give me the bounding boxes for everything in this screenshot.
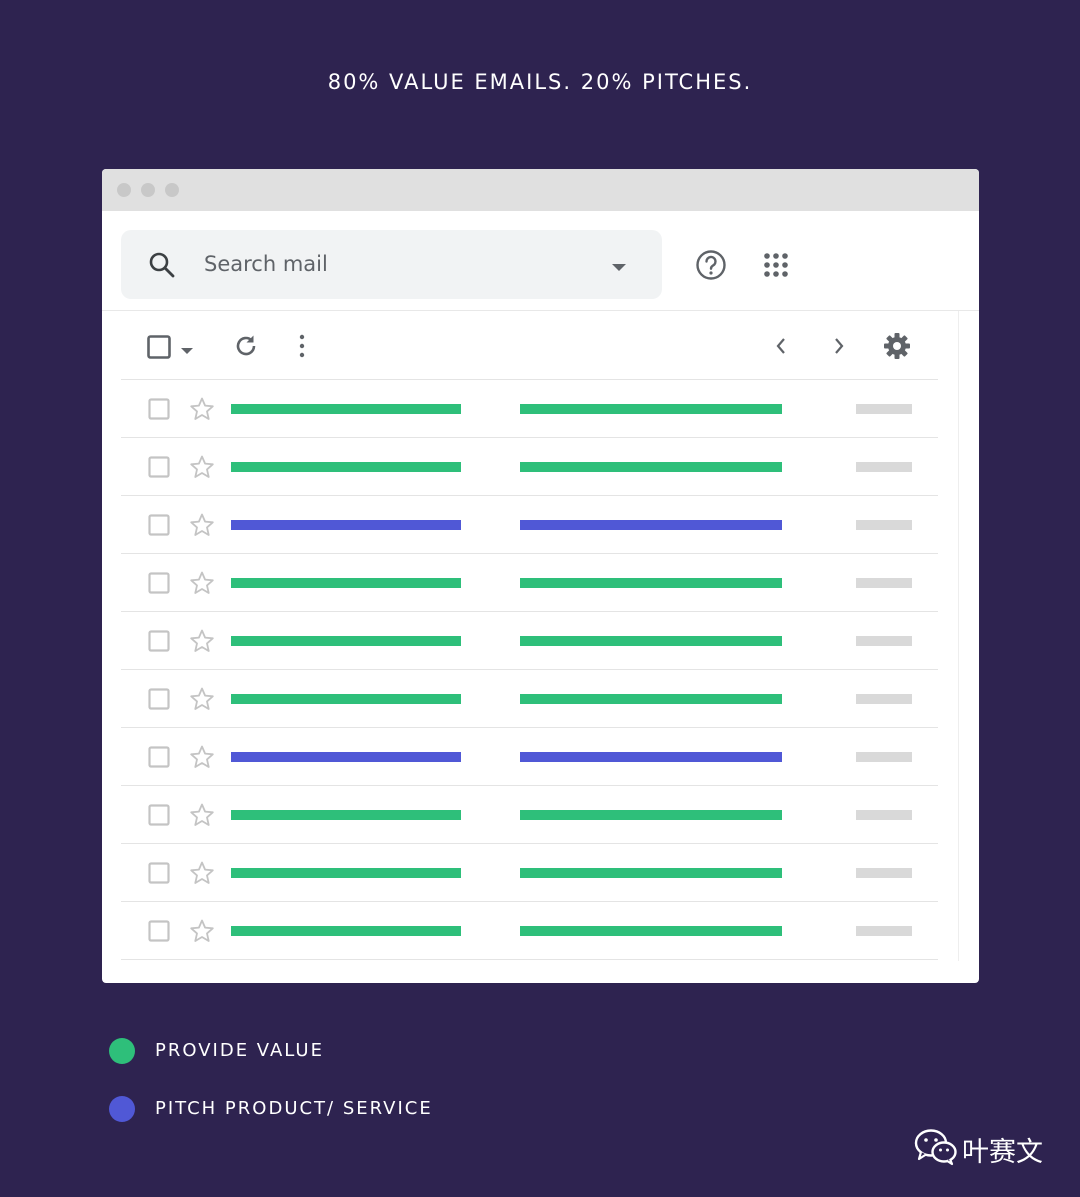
email-date-bar	[856, 462, 912, 472]
email-date-bar	[856, 810, 912, 820]
email-subject-bar	[520, 810, 782, 820]
row-checkbox[interactable]	[148, 804, 170, 831]
email-row-value[interactable]	[121, 786, 938, 844]
star-icon[interactable]	[189, 860, 215, 891]
search-bar[interactable]: Search mail	[121, 230, 662, 299]
email-date-bar	[856, 520, 912, 530]
email-date-bar	[856, 868, 912, 878]
select-options-caret-icon[interactable]	[181, 343, 193, 361]
chevron-left-icon[interactable]	[772, 335, 790, 362]
email-sender-bar	[231, 926, 461, 936]
email-sender-bar	[231, 636, 461, 646]
email-subject-bar	[520, 868, 782, 878]
legend-label-pitch: PITCH PRODUCT/ SERVICE	[155, 1098, 433, 1119]
email-sender-bar	[231, 752, 461, 762]
email-subject-bar	[520, 636, 782, 646]
row-checkbox[interactable]	[148, 630, 170, 657]
email-sender-bar	[231, 810, 461, 820]
email-date-bar	[856, 694, 912, 704]
email-list	[121, 380, 938, 960]
email-row-value[interactable]	[121, 902, 938, 960]
star-icon[interactable]	[189, 396, 215, 427]
email-row-value[interactable]	[121, 380, 938, 438]
header-divider	[102, 310, 979, 311]
star-icon[interactable]	[189, 802, 215, 833]
legend-dot-pitch	[109, 1096, 135, 1122]
help-icon[interactable]	[695, 249, 727, 286]
search-options-caret-icon[interactable]	[611, 260, 627, 278]
email-sender-bar	[231, 462, 461, 472]
email-row-value[interactable]	[121, 554, 938, 612]
email-sender-bar	[231, 868, 461, 878]
star-icon[interactable]	[189, 686, 215, 717]
toolbar-divider	[121, 379, 938, 380]
wechat-icon	[914, 1128, 958, 1171]
search-icon[interactable]	[147, 250, 177, 285]
row-checkbox[interactable]	[148, 514, 170, 541]
legend-dot-value	[109, 1038, 135, 1064]
star-icon[interactable]	[189, 570, 215, 601]
row-checkbox[interactable]	[148, 688, 170, 715]
email-date-bar	[856, 926, 912, 936]
legend-label-value: PROVIDE VALUE	[155, 1040, 324, 1061]
email-subject-bar	[520, 578, 782, 588]
row-checkbox[interactable]	[148, 862, 170, 889]
watermark-author: 叶赛文	[962, 1137, 1043, 1168]
email-row-value[interactable]	[121, 438, 938, 496]
email-sender-bar	[231, 520, 461, 530]
email-sender-bar	[231, 694, 461, 704]
apps-grid-icon[interactable]	[763, 252, 789, 283]
row-checkbox[interactable]	[148, 398, 170, 425]
star-icon[interactable]	[189, 512, 215, 543]
refresh-icon[interactable]	[233, 333, 259, 364]
email-row-value[interactable]	[121, 670, 938, 728]
email-row-pitch[interactable]	[121, 496, 938, 554]
chevron-right-icon[interactable]	[830, 335, 848, 362]
row-checkbox[interactable]	[148, 456, 170, 483]
email-subject-bar	[520, 752, 782, 762]
email-row-value[interactable]	[121, 844, 938, 902]
email-date-bar	[856, 636, 912, 646]
gear-icon[interactable]	[883, 332, 911, 365]
email-subject-bar	[520, 520, 782, 530]
email-subject-bar	[520, 926, 782, 936]
mail-window: Search mail	[102, 169, 979, 983]
email-sender-bar	[231, 404, 461, 414]
email-subject-bar	[520, 694, 782, 704]
row-checkbox[interactable]	[148, 572, 170, 599]
email-date-bar	[856, 752, 912, 762]
row-checkbox[interactable]	[148, 920, 170, 947]
email-row-value[interactable]	[121, 612, 938, 670]
select-all-checkbox[interactable]	[147, 335, 171, 364]
star-icon[interactable]	[189, 918, 215, 949]
email-sender-bar	[231, 578, 461, 588]
star-icon[interactable]	[189, 744, 215, 775]
email-subject-bar	[520, 462, 782, 472]
search-input[interactable]: Search mail	[204, 252, 328, 276]
more-vert-icon[interactable]	[298, 334, 306, 363]
star-icon[interactable]	[189, 454, 215, 485]
email-date-bar	[856, 404, 912, 414]
email-row-pitch[interactable]	[121, 728, 938, 786]
email-date-bar	[856, 578, 912, 588]
star-icon[interactable]	[189, 628, 215, 659]
panel-divider	[958, 311, 959, 961]
window-minimize-dot[interactable]	[141, 183, 155, 197]
row-checkbox[interactable]	[148, 746, 170, 773]
page-headline: 80% VALUE EMAILS. 20% PITCHES.	[327, 70, 753, 94]
window-maximize-dot[interactable]	[165, 183, 179, 197]
email-subject-bar	[520, 404, 782, 414]
window-titlebar	[102, 169, 979, 211]
window-close-dot[interactable]	[117, 183, 131, 197]
